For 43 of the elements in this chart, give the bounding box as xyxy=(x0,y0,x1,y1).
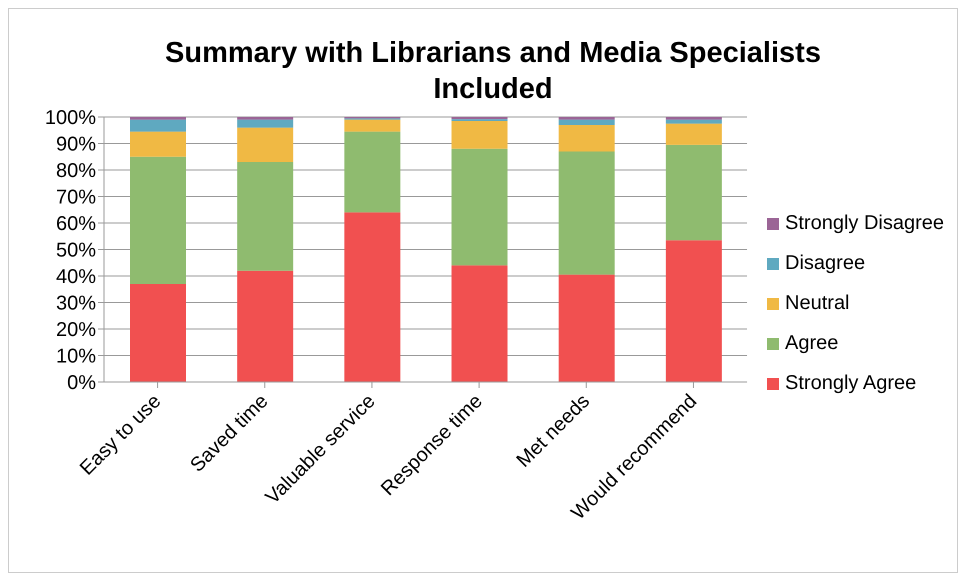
bar xyxy=(558,117,615,120)
y-tick-label: 50% xyxy=(56,240,96,262)
bar xyxy=(558,274,615,382)
y-tick-label: 80% xyxy=(56,160,96,182)
bar xyxy=(130,120,186,132)
bar xyxy=(237,162,294,271)
legend-label: Agree xyxy=(785,332,838,355)
bar xyxy=(558,124,615,152)
bar xyxy=(452,148,508,266)
legend-label: Strongly Agree xyxy=(785,372,916,395)
y-tick-label: 20% xyxy=(56,319,96,342)
bar xyxy=(666,240,722,382)
bar xyxy=(666,144,722,240)
legend-label: Neutral xyxy=(785,292,850,315)
y-tick-label: 10% xyxy=(56,346,96,368)
bar xyxy=(344,212,400,382)
bar xyxy=(666,124,722,145)
y-tick-label: 0% xyxy=(67,372,96,394)
bar xyxy=(344,132,400,212)
bar xyxy=(130,117,186,120)
y-tick-label: 70% xyxy=(56,186,96,209)
y-tick-label: 30% xyxy=(56,292,96,315)
bar xyxy=(237,128,294,162)
bar xyxy=(237,117,294,120)
y-tick-label: 90% xyxy=(56,134,96,156)
bar xyxy=(558,120,615,125)
legend-label: Disagree xyxy=(785,252,866,275)
y-tick-label: 100% xyxy=(44,107,96,130)
bar xyxy=(452,265,508,382)
bar xyxy=(666,120,722,124)
bar xyxy=(558,151,615,275)
y-tick-label: 60% xyxy=(56,213,96,236)
bar xyxy=(237,270,294,382)
y-tick-label: 40% xyxy=(56,266,96,288)
bar xyxy=(130,156,186,284)
bar xyxy=(666,117,722,120)
bar xyxy=(130,132,186,157)
bar xyxy=(452,120,508,149)
bar xyxy=(237,120,294,128)
chart-title: Summary with Librarians and Media Specialists Included xyxy=(164,36,822,107)
bar xyxy=(344,120,400,132)
legend-label: Strongly Disagree xyxy=(785,212,944,235)
bar xyxy=(130,284,186,382)
